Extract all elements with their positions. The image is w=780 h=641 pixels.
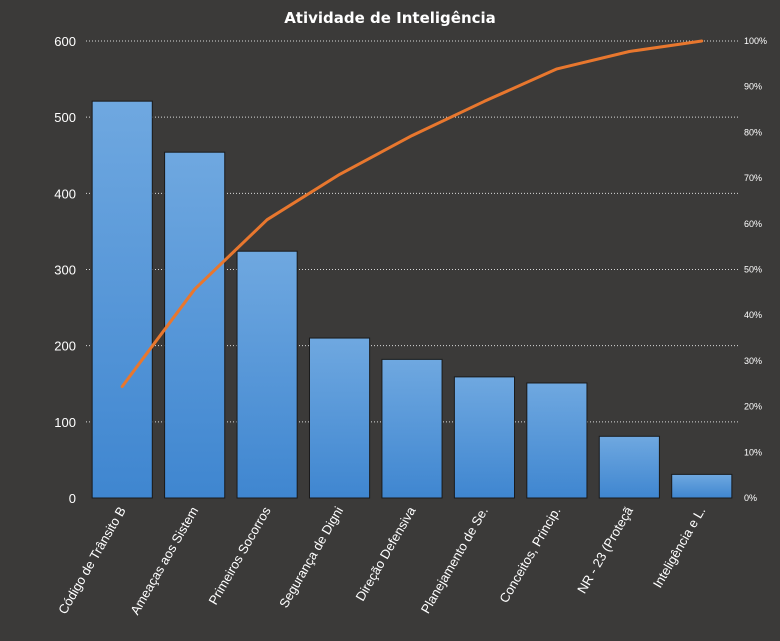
cumulative-line — [120, 39, 704, 388]
bar — [598, 435, 660, 499]
y2-tick-label: 80% — [744, 127, 762, 137]
x-tick-label: Conceitos, Princip. — [496, 504, 563, 605]
y2-tick-label: 0% — [744, 493, 757, 503]
y2-tick-label: 90% — [744, 82, 762, 92]
y-tick-label: 500 — [54, 110, 76, 125]
y-axis: 0 100 200 300 400 500 600 — [54, 34, 76, 506]
y2-tick-label: 10% — [744, 447, 762, 457]
y2-tick-label: 60% — [744, 219, 762, 229]
x-tick-label: Código de Trânsito B — [55, 504, 129, 617]
x-tick-label: Ameaças aos Sistem — [127, 504, 201, 617]
y-tick-label: 300 — [54, 263, 76, 278]
y2-tick-label: 20% — [744, 402, 762, 412]
bar — [381, 358, 443, 499]
bar — [236, 250, 298, 499]
bars — [91, 100, 733, 499]
x-tick-label: Segurança de Digni — [276, 504, 346, 610]
y-tick-label: 400 — [54, 186, 76, 201]
bar — [453, 376, 516, 499]
bar — [164, 151, 226, 499]
y-tick-label: 200 — [54, 339, 76, 354]
bar — [526, 382, 588, 499]
y2-tick-label: 100% — [744, 36, 767, 46]
y2-tick-label: 70% — [744, 173, 762, 183]
bar — [308, 337, 371, 499]
y-tick-label: 0 — [69, 491, 76, 506]
x-tick-label: Planejamento de Se. — [418, 504, 491, 616]
y2-axis: 0% 10% 20% 30% 40% 50% 60% 70% 80% 90% 100% — [744, 36, 767, 503]
y2-tick-label: 40% — [744, 310, 762, 320]
y-tick-label: 100 — [54, 415, 76, 430]
x-tick-label: NR - 23 (Proteçã — [574, 503, 636, 596]
y2-tick-label: 50% — [744, 265, 762, 275]
y2-tick-label: 30% — [744, 356, 762, 366]
x-tick-label: Inteligência e L. — [650, 504, 709, 590]
x-tick-label: Primeiros Socorros — [205, 504, 274, 608]
x-tick-label: Direção Defensiva — [352, 503, 418, 603]
chart-title: Atividade de Inteligência — [284, 9, 496, 27]
bar — [671, 473, 733, 499]
cumulative-line-group — [120, 39, 704, 388]
y-tick-label: 600 — [54, 34, 76, 49]
bar — [91, 100, 153, 499]
